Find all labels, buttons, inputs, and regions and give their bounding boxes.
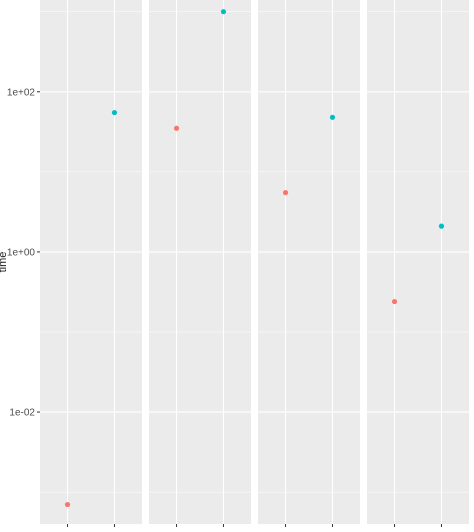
data-point [438,223,445,229]
y-axis-label: time [0,252,9,273]
y-tick-label: 1e+02 [7,87,36,98]
y-tick-label: 1e+00 [7,247,36,258]
panel-background [258,0,360,524]
panel-background [149,0,251,524]
y-tick-label: 1e-02 [9,408,35,419]
facet-panel [258,0,360,527]
panel-background [40,0,142,524]
data-point [64,501,71,508]
panel-background [367,0,469,524]
facet-panel [367,0,469,527]
data-point [329,114,336,120]
data-point [220,9,227,15]
data-point [173,125,180,131]
data-point [282,190,289,196]
data-point [111,109,118,116]
facet-panel [149,0,251,527]
data-point [391,298,398,305]
facet-panel [40,0,142,527]
